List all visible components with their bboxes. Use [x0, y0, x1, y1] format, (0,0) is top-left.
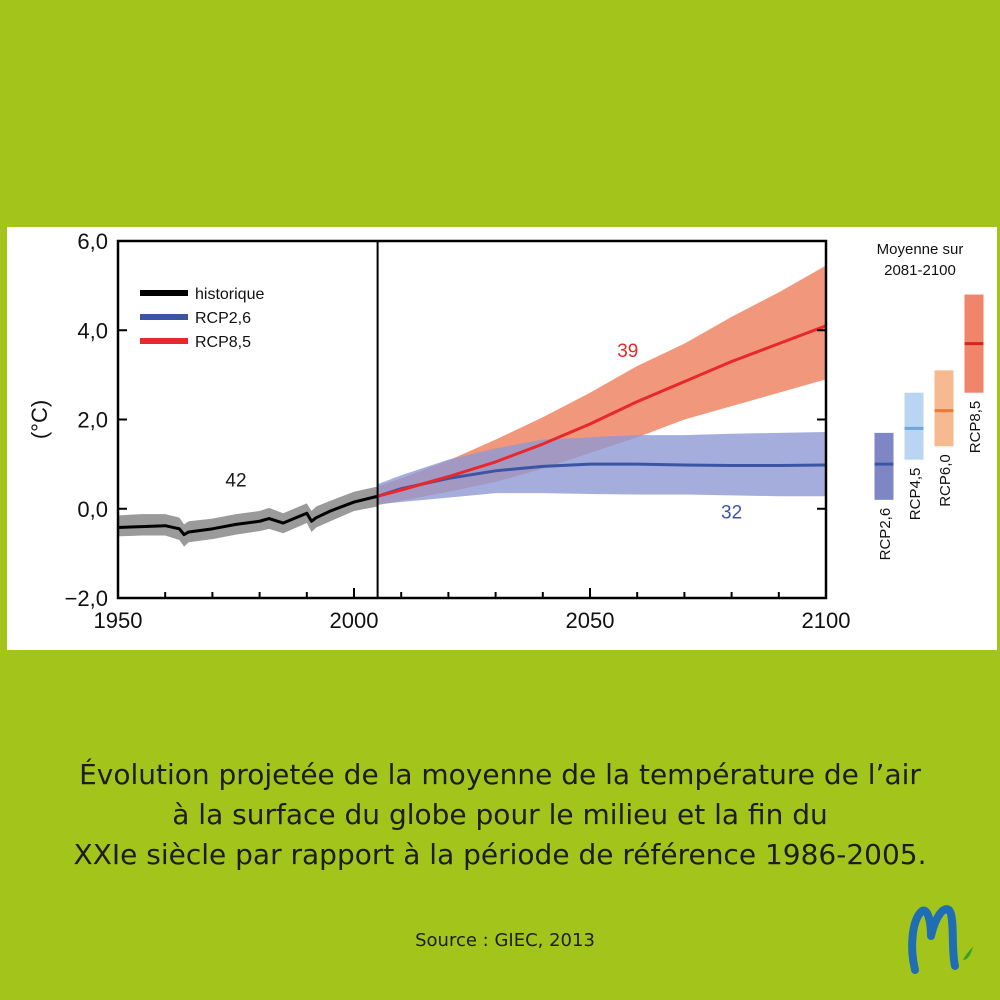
- line-historique: [117, 494, 378, 537]
- band-historique: [118, 486, 378, 547]
- series-count-label: 39: [617, 341, 638, 362]
- series-count-label: 32: [721, 503, 742, 524]
- chart-figure: 42 32 39 6,0 4,0 2,0 0,0 −2,0 (°C) 1950 2000 2050 21…: [7, 227, 997, 650]
- series-count-label: 42: [225, 470, 246, 491]
- y-tick-label: 0,0: [77, 497, 108, 522]
- range-bar: [934, 370, 954, 447]
- y-tick-label: −2,0: [65, 586, 108, 611]
- range-bar: [874, 432, 894, 500]
- range-bar: [904, 392, 924, 460]
- legend-entry: RCP2,6: [195, 310, 251, 327]
- x-tick-label: 2000: [330, 608, 379, 633]
- m-letter-logo-icon: [908, 905, 973, 974]
- x-tick-label: 2050: [566, 608, 615, 633]
- x-tick-label: 2100: [802, 608, 851, 633]
- caption-line-2: à la surface du globe pour le milieu et …: [172, 798, 828, 831]
- range-bar-label: RCP8,5: [967, 401, 984, 454]
- y-tick-label: 2,0: [77, 408, 108, 433]
- y-tick-label: 6,0: [77, 229, 108, 254]
- band-rcp2-6: [377, 431, 826, 505]
- source-note: Source : GIEC, 2013: [415, 930, 595, 951]
- range-bar-label: RCP2,6: [877, 508, 894, 561]
- range-bar-label: RCP4,5: [907, 468, 924, 521]
- temperature-chart: 42 32 39 6,0 4,0 2,0 0,0 −2,0 (°C) 1950 2000 2050 21…: [27, 229, 984, 633]
- band-rcp8-5: [377, 265, 826, 506]
- y-axis-label: (°C): [27, 400, 52, 439]
- legend-entry: RCP8,5: [195, 334, 251, 351]
- x-tick-label: 1950: [94, 608, 143, 633]
- caption-line-1: Évolution projetée de la moyenne de la t…: [79, 758, 921, 791]
- range-bar-label: RCP6,0: [937, 454, 954, 507]
- legend-entry: historique: [195, 286, 264, 303]
- y-tick-label: 4,0: [77, 318, 108, 343]
- side-panel-title: 2081-2100: [884, 262, 956, 279]
- chart-caption: Évolution projetée de la moyenne de la t…: [0, 755, 1000, 875]
- caption-line-3: XXIe siècle par rapport à la période de …: [73, 838, 927, 871]
- side-panel-title: Moyenne sur: [877, 241, 964, 258]
- line-rcp8-5: [377, 324, 827, 498]
